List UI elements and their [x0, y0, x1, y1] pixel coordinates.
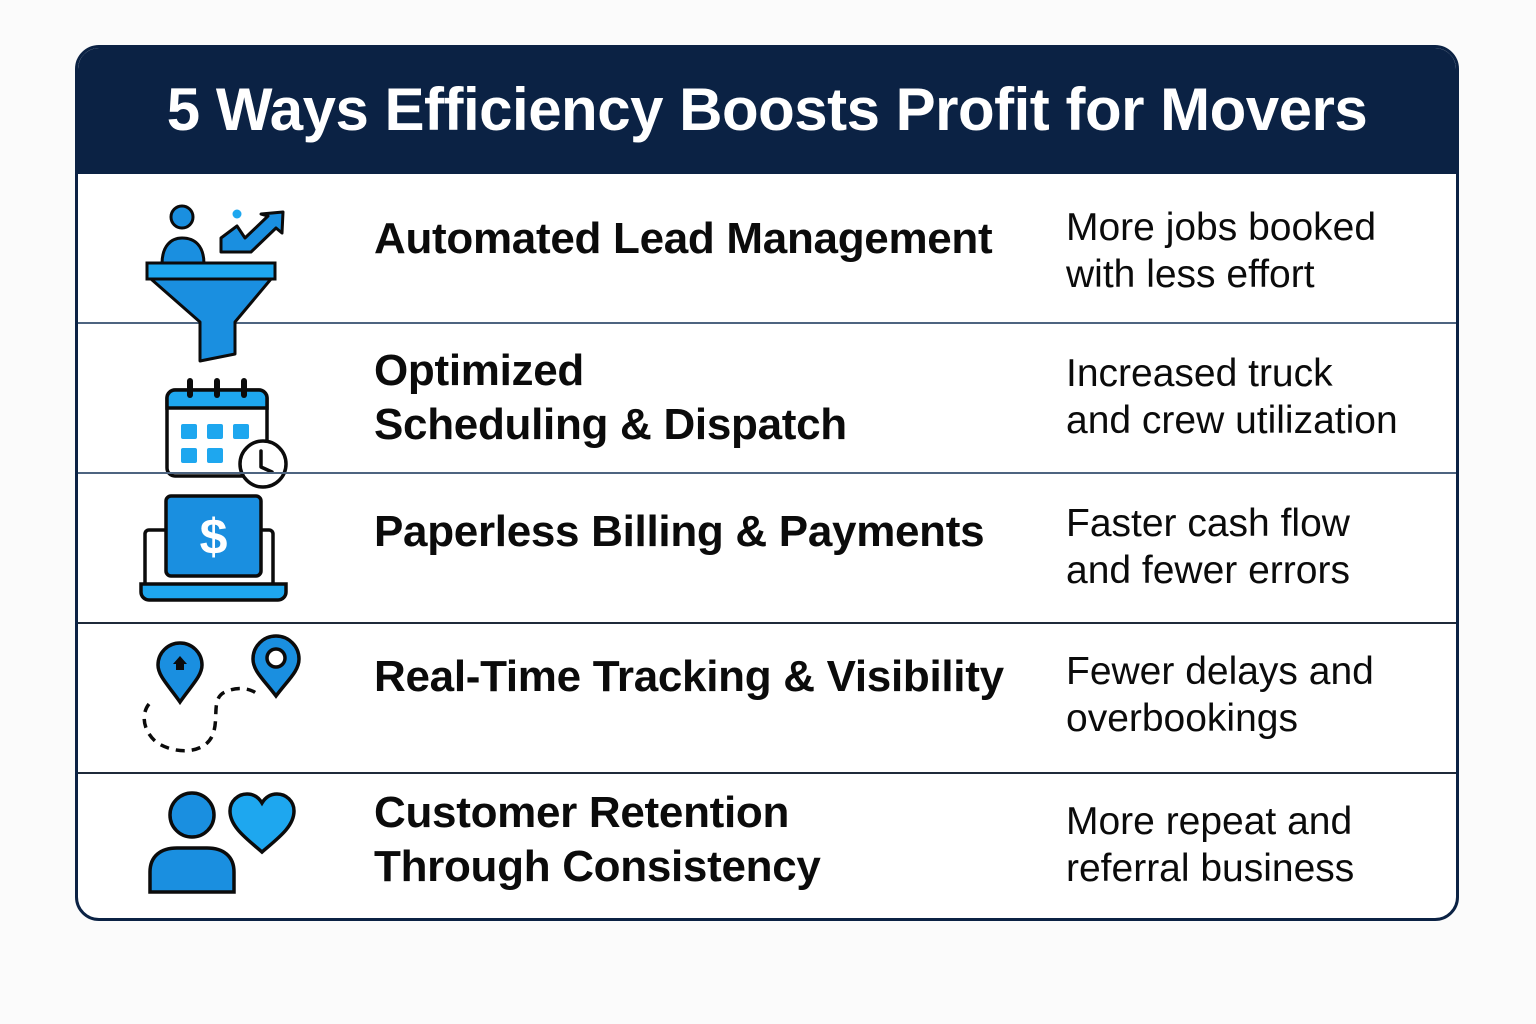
row-title: Real-Time Tracking & Visibility — [374, 652, 1004, 701]
header-banner: 5 Ways Efficiency Boosts Profit for Move… — [78, 48, 1456, 174]
calendar-clock-icon — [133, 368, 303, 518]
row-title: Paperless Billing & Payments — [374, 507, 985, 556]
funnel-growth-icon — [133, 202, 303, 363]
table-row: Automated Lead Management More jobs book… — [78, 174, 1456, 324]
row-divider — [78, 622, 1456, 624]
row-divider — [78, 322, 1456, 324]
page-title: 5 Ways Efficiency Boosts Profit for Move… — [166, 75, 1368, 143]
row-benefit: More jobs booked with less effort — [1066, 206, 1377, 296]
table-row: Paperless Billing & Payments Faster cash… — [78, 474, 1456, 624]
row-benefit: Fewer delays and overbookings — [1066, 650, 1374, 740]
map-route-pins-icon — [133, 634, 303, 788]
row-divider — [78, 772, 1456, 774]
laptop-dollar-icon: $ — [133, 494, 303, 646]
row-benefit: Faster cash flow and fewer errors — [1066, 502, 1350, 592]
row-title: Automated Lead Management — [374, 214, 993, 263]
row-divider — [78, 472, 1456, 474]
row-title: Optimized Scheduling & Dispatch — [374, 346, 847, 449]
row-benefit: More repeat and referral business — [1066, 800, 1355, 890]
infographic-card: 5 Ways Efficiency Boosts Profit for Move… — [75, 45, 1459, 921]
customer-heart-icon — [133, 791, 303, 918]
row-title: Customer Retention Through Consistency — [374, 788, 821, 891]
table-row: Optimized Scheduling & Dispatch Increase… — [78, 324, 1456, 489]
row-benefit: Increased truck and crew utilization — [1066, 352, 1398, 442]
table-row: Customer Retention Through Consistency M… — [78, 774, 1456, 918]
table-row: Real-Time Tracking & Visibility Fewer de… — [78, 624, 1456, 774]
svg-text:$: $ — [200, 509, 228, 565]
